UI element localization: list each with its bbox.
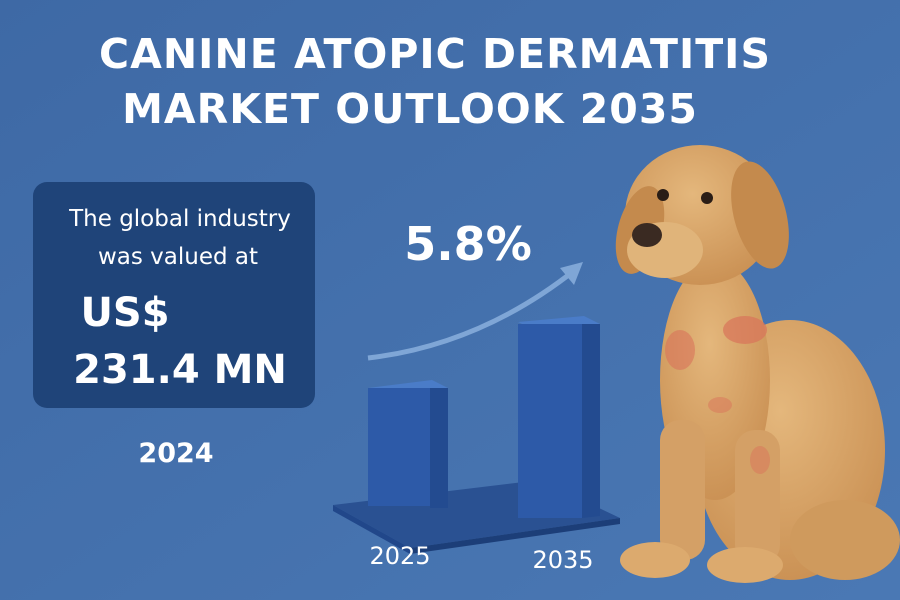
title-line: CANINE ATOPIC DERMATITIS (99, 30, 771, 78)
bar-label: 2025 (369, 542, 430, 570)
bar (518, 324, 582, 518)
base-year: 2024 (138, 438, 213, 469)
info-value: US$ (80, 290, 169, 336)
dog-illustration (615, 145, 900, 583)
bar-label: 2035 (532, 546, 593, 574)
chart-base-edge (410, 518, 620, 554)
info-text: was valued at (98, 244, 258, 270)
info-value: 231.4 MN (73, 347, 287, 393)
bar-side (582, 324, 600, 518)
info-text: The global industry (68, 206, 291, 232)
info-box (33, 182, 315, 408)
title-line: MARKET OUTLOOK 2035 (122, 85, 698, 133)
bar-side (430, 388, 448, 508)
arrow-head (560, 262, 583, 285)
growth-arrow (367, 268, 577, 361)
chart-base-edge (333, 505, 410, 554)
bar (368, 388, 430, 506)
growth-rate: 5.8% (404, 217, 532, 271)
